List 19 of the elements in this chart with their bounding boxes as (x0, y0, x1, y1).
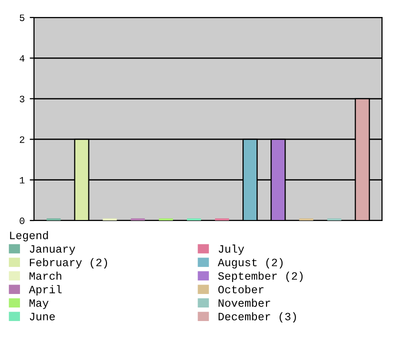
legend-label: May (30, 299, 48, 310)
y-tick-label: 4 (20, 55, 24, 62)
legend-label: March (30, 272, 62, 280)
legend-label: April (28, 285, 62, 296)
legend-label: January (30, 245, 76, 255)
y-tick-label: 3 (20, 96, 24, 102)
legend-label: June (30, 312, 55, 320)
legend-label: October (218, 285, 264, 294)
legend-label: November (218, 298, 270, 307)
y-tick-label: 2 (20, 136, 24, 143)
legend-label: February (2) (30, 258, 108, 268)
legend-label: December (3) (218, 312, 296, 323)
legend-title: Legend (10, 231, 48, 242)
y-tick-label: 5 (20, 14, 24, 22)
legend-label: September (2) (218, 272, 303, 282)
legend-label: July (218, 244, 244, 255)
y-tick-label: 1 (20, 177, 24, 184)
legend-label: August (2) (218, 258, 283, 268)
y-tick-label: 0 (20, 218, 24, 224)
